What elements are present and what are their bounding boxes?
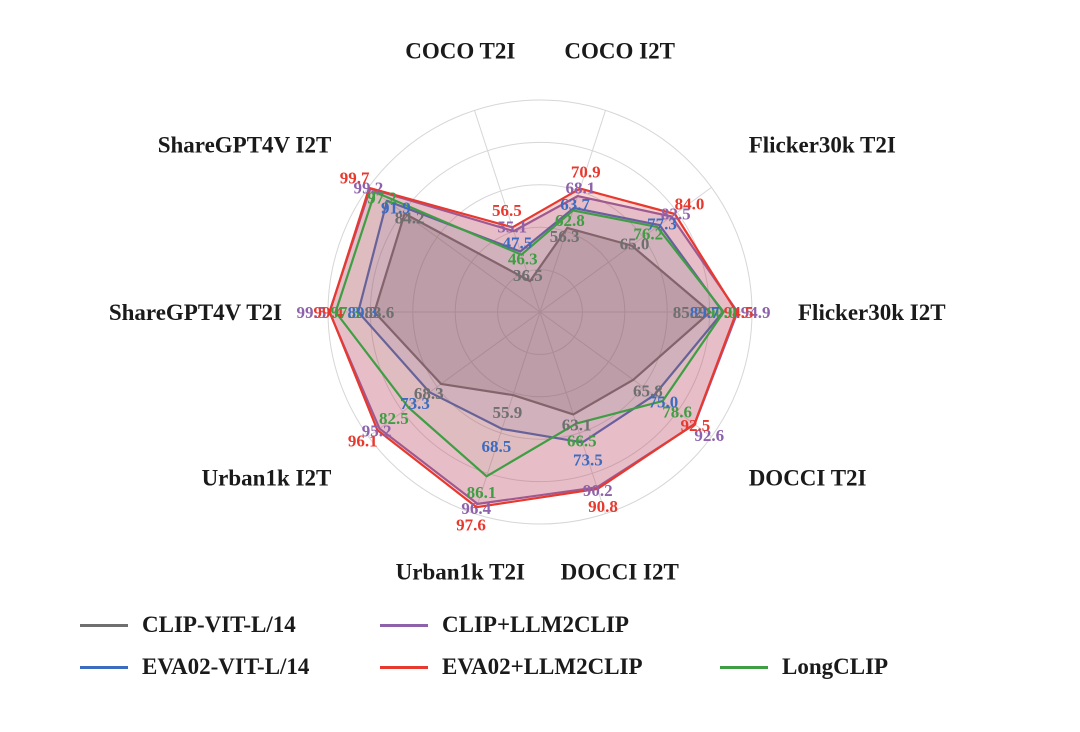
value-label: 94.9	[741, 303, 771, 322]
legend-row: EVA02-VIT-L/14 EVA02+LLM2CLIP LongCLIP	[80, 646, 1030, 688]
value-label: 68.3	[414, 384, 444, 403]
value-label: 63.7	[560, 195, 590, 214]
value-label: 97.3	[331, 303, 361, 322]
series-polygon-clip-vit-l-14	[373, 212, 712, 416]
legend-label: EVA02+LLM2CLIP	[442, 654, 643, 679]
value-label: 63.1	[562, 416, 592, 435]
value-label: 65.0	[620, 234, 650, 253]
axis-label-docci-i2t: DOCCI I2T	[561, 559, 679, 584]
value-label: 99.2	[354, 178, 384, 197]
legend-line-swatch	[80, 665, 128, 669]
legend-item-clip-vit-l-14: CLIP-VIT-L/14	[80, 612, 380, 638]
axis-label-urban1k-i2t: Urban1k I2T	[202, 466, 332, 491]
value-label: 73.5	[573, 451, 603, 470]
value-label: 86.1	[467, 483, 497, 502]
value-label: 55.1	[497, 217, 527, 236]
value-label: 92.6	[694, 426, 724, 445]
axis-spoke	[539, 311, 712, 438]
value-label: 82.5	[379, 409, 409, 428]
value-label: 91.9	[381, 198, 411, 217]
series-polygon-longclip	[334, 190, 725, 478]
legend-line-swatch	[720, 665, 768, 669]
legend-line-swatch	[380, 623, 428, 627]
value-label: 56.5	[492, 201, 522, 220]
radar-chart-svg: COCO T2I COCO I2T Flicker30k T2I Flicker30k…	[109, 39, 946, 585]
value-label: 94.5	[724, 303, 754, 322]
value-label: 90.8	[588, 497, 618, 516]
value-label: 73.3	[400, 394, 430, 413]
axis-label-flicker30k-t2i: Flicker30k T2I	[749, 132, 896, 157]
legend-item-eva02-llm2clip: EVA02+LLM2CLIP	[380, 654, 720, 680]
value-label: 82.5	[661, 204, 691, 223]
value-label: 68.5	[482, 437, 512, 456]
value-label: 36.5	[513, 266, 543, 285]
value-label: 55.9	[493, 403, 523, 422]
chart-legend: CLIP-VIT-L/14 CLIP+LLM2CLIP EVA02-VIT-L/14…	[80, 604, 1030, 688]
legend-line-swatch	[80, 623, 128, 627]
value-label: 90.2	[583, 481, 613, 500]
axis-label-coco-t2i: COCO T2I	[405, 39, 515, 64]
value-label: 89.7	[690, 303, 720, 322]
legend-line-swatch	[380, 665, 428, 669]
legend-item-longclip: LongCLIP	[720, 654, 1030, 680]
value-label: 76.2	[633, 224, 663, 243]
value-label: 96.4	[461, 499, 491, 518]
series-polygon-eva02-vit-l-14	[357, 199, 725, 444]
value-label: 70.9	[571, 163, 601, 182]
value-label: 66.5	[567, 432, 597, 451]
value-label: 56.3	[550, 227, 580, 246]
legend-item-clip-llm2clip: CLIP+LLM2CLIP	[380, 612, 720, 638]
axis-label-sharegpt4v-t2i: ShareGPT4V T2I	[109, 300, 282, 325]
axis-spoke	[474, 311, 541, 514]
axis-label-urban1k-t2i: Urban1k T2I	[396, 559, 525, 584]
value-label: 92.5	[681, 416, 711, 435]
value-label: 46.3	[508, 250, 538, 269]
value-label: 78.6	[662, 403, 692, 422]
value-label: 47.5	[503, 234, 533, 253]
axis-label-sharegpt4v-i2t: ShareGPT4V I2T	[158, 132, 332, 157]
value-label: 97.6	[456, 515, 486, 534]
value-label: 84.2	[395, 208, 425, 227]
value-label: 75.0	[649, 393, 679, 412]
axis-spoke	[539, 311, 606, 514]
legend-label: EVA02-VIT-L/14	[142, 654, 310, 679]
value-label: 77.3	[647, 214, 677, 233]
value-label: 96.1	[348, 432, 378, 451]
legend-label: CLIP-VIT-L/14	[142, 612, 296, 637]
value-label: 85.2	[673, 303, 703, 322]
value-label: 99.5	[297, 303, 327, 322]
axis-spoke	[539, 186, 712, 313]
value-label: 89.3	[348, 303, 378, 322]
value-label: 65.8	[633, 381, 663, 400]
axis-label-coco-i2t: COCO I2T	[564, 39, 675, 64]
legend-item-eva02-vit-l-14: EVA02-VIT-L/14	[80, 654, 380, 680]
value-label: 95.2	[362, 422, 392, 441]
value-label: 97.2	[367, 188, 397, 207]
value-label: 68.1	[566, 179, 596, 198]
axis-label-docci-t2i: DOCCI T2I	[749, 466, 867, 491]
axis-spoke	[368, 311, 541, 438]
value-label: 84.0	[675, 194, 705, 213]
axis-label-flicker30k-i2t: Flicker30k I2T	[798, 300, 946, 325]
axis-spoke	[474, 110, 541, 313]
value-label: 99.4	[314, 303, 344, 322]
value-label: 62.8	[555, 211, 585, 230]
value-label: 83.6	[365, 303, 395, 322]
axis-spoke	[368, 186, 541, 313]
legend-label: LongCLIP	[782, 654, 889, 679]
legend-label: CLIP+LLM2CLIP	[442, 612, 629, 637]
value-label: 90.0	[707, 303, 737, 322]
legend-row: CLIP-VIT-L/14 CLIP+LLM2CLIP	[80, 604, 1030, 646]
value-label: 99.7	[340, 168, 370, 187]
